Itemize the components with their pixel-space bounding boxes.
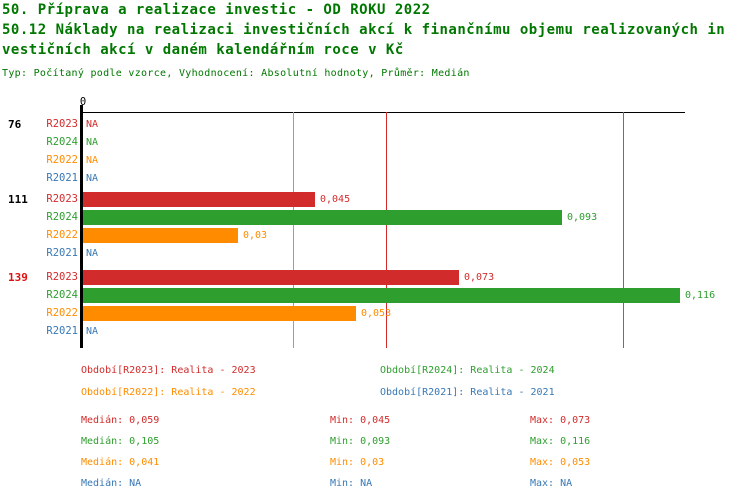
series-label-r2022: R2022: [46, 154, 78, 166]
na-label-r2023: NA: [86, 119, 99, 130]
legend-item-r2021: Období[R2021]: Realita - 2021: [380, 387, 555, 398]
stat-median-r2022: Medián: 0,041: [81, 457, 160, 468]
bar-value-label: 0,093: [567, 212, 598, 223]
series-label-r2023: R2023: [46, 271, 78, 283]
group-label-111: 111: [8, 193, 28, 206]
legend-item-r2023: Období[R2023]: Realita - 2023: [81, 365, 256, 376]
stat-min-r2024: Min: 0,093: [330, 436, 391, 447]
series-label-r2023: R2023: [46, 193, 78, 205]
stat-max-r2024: Max: 0,116: [530, 436, 591, 447]
x-axis-zero-tick-label: 0: [79, 96, 87, 108]
na-label-r2021: NA: [86, 326, 99, 337]
bar-value-label: 0,03: [243, 230, 268, 241]
series-label-r2022: R2022: [46, 229, 78, 241]
group-label-139: 139: [8, 271, 28, 284]
median-line-r2024: [623, 112, 624, 348]
bar-value-label: 0,116: [685, 290, 716, 301]
na-label-r2021: NA: [86, 248, 99, 259]
bar-value-label: 0,045: [320, 194, 351, 205]
page-title-line3: vestičních akcí v daném kalendářním roce…: [2, 42, 404, 58]
page-title-line1: 50. Příprava a realizace investic - OD R…: [2, 2, 431, 18]
x-axis-line: [82, 112, 685, 113]
stat-min-r2022: Min: 0,03: [330, 457, 385, 468]
series-label-r2021: R2021: [46, 172, 78, 184]
bar-r2024-group-111: [83, 210, 562, 225]
na-label-r2022: NA: [86, 155, 99, 166]
chart-meta-line: Typ: Počítaný podle vzorce, Vyhodnocení:…: [2, 68, 470, 79]
bar-r2024-group-139: [83, 288, 680, 303]
legend-item-r2024: Období[R2024]: Realita - 2024: [380, 365, 555, 376]
series-label-r2021: R2021: [46, 247, 78, 259]
group-label-76: 76: [8, 118, 22, 131]
stat-min-r2021: Min: NA: [330, 478, 373, 489]
bar-value-label: 0,053: [361, 308, 392, 319]
series-label-r2023: R2023: [46, 118, 78, 130]
series-label-r2024: R2024: [46, 136, 78, 148]
na-label-r2024: NA: [86, 137, 99, 148]
series-label-r2022: R2022: [46, 307, 78, 319]
stat-max-r2023: Max: 0,073: [530, 415, 591, 426]
bar-r2022-group-139: [83, 306, 356, 321]
series-label-r2024: R2024: [46, 211, 78, 223]
stat-median-r2024: Medián: 0,105: [81, 436, 160, 447]
legend-item-r2022: Období[R2022]: Realita - 2022: [81, 387, 256, 398]
stat-min-r2023: Min: 0,045: [330, 415, 391, 426]
series-label-r2024: R2024: [46, 289, 78, 301]
stat-median-r2023: Medián: 0,059: [81, 415, 160, 426]
stat-max-r2021: Max: NA: [530, 478, 573, 489]
bar-value-label: 0,073: [464, 272, 495, 283]
stat-max-r2022: Max: 0,053: [530, 457, 591, 468]
median-line-r2023: [386, 112, 387, 348]
bar-r2023-group-139: [83, 270, 459, 285]
stat-median-r2021: Medián: NA: [81, 478, 142, 489]
series-label-r2021: R2021: [46, 325, 78, 337]
bar-r2023-group-111: [83, 192, 315, 207]
bar-r2022-group-111: [83, 228, 238, 243]
y-axis-line: [80, 105, 83, 348]
page-title-line2: 50.12 Náklady na realizaci investičních …: [2, 22, 726, 38]
na-label-r2021: NA: [86, 173, 99, 184]
median-line-r2022: [293, 112, 294, 348]
